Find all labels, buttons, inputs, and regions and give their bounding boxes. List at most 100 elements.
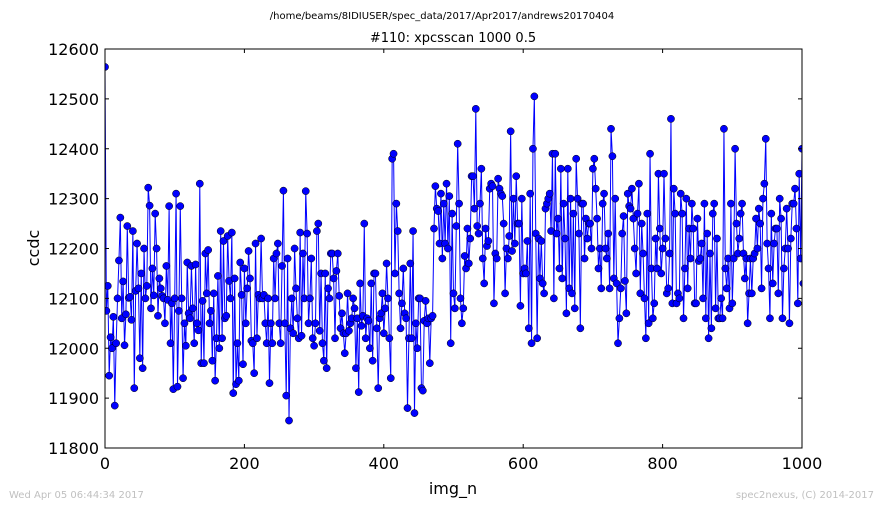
data-point — [550, 294, 558, 303]
data-point — [793, 299, 802, 308]
data-point — [463, 224, 472, 233]
data-point — [498, 192, 507, 200]
data-point — [406, 259, 415, 268]
data-point — [554, 214, 562, 223]
data-point — [494, 174, 502, 183]
y-tick-label: 12200 — [48, 240, 99, 259]
data-point — [253, 334, 261, 343]
data-point — [589, 164, 597, 173]
data-point — [632, 269, 640, 278]
data-point — [612, 279, 621, 288]
data-point — [683, 284, 692, 293]
data-point — [233, 339, 242, 348]
data-point — [703, 229, 712, 238]
data-point — [455, 199, 463, 208]
data-point — [106, 333, 115, 342]
data-point — [384, 294, 392, 303]
data-point — [700, 199, 709, 208]
data-point — [552, 229, 561, 238]
data-point — [219, 237, 228, 245]
data-point — [476, 199, 484, 208]
data-point — [501, 289, 509, 298]
data-point — [743, 319, 752, 328]
data-point — [789, 199, 798, 208]
data-point — [239, 360, 247, 369]
data-point — [409, 227, 417, 235]
data-point — [338, 309, 346, 318]
data-point — [325, 294, 334, 303]
data-point — [782, 204, 791, 213]
data-point — [142, 282, 151, 290]
data-point — [127, 315, 136, 324]
data-point — [267, 319, 275, 328]
data-point — [403, 404, 412, 412]
data-point — [324, 284, 332, 293]
y-tick-label: 11900 — [48, 389, 99, 408]
data-point — [229, 389, 238, 397]
data-point — [506, 127, 515, 136]
data-point — [648, 314, 657, 323]
data-point — [234, 376, 243, 385]
data-point — [600, 189, 608, 198]
data-point — [611, 194, 620, 203]
data-point — [510, 239, 519, 248]
data-point — [621, 277, 629, 285]
data-point — [551, 149, 560, 158]
data-point — [170, 294, 179, 303]
data-point — [795, 169, 802, 178]
data-point — [122, 310, 130, 319]
data-point — [492, 254, 501, 263]
data-point — [799, 279, 802, 287]
data-point — [791, 184, 799, 193]
data-point — [386, 374, 395, 383]
data-point — [278, 262, 286, 270]
data-point — [608, 152, 617, 161]
data-point — [760, 179, 769, 188]
data-point — [314, 219, 323, 228]
data-point — [767, 209, 776, 218]
data-point — [268, 339, 277, 348]
data-point — [282, 391, 291, 400]
data-point — [226, 294, 235, 303]
data-point — [243, 284, 252, 293]
data-point — [145, 201, 154, 210]
data-point — [756, 219, 765, 228]
data-point — [764, 264, 773, 273]
data-point — [458, 319, 466, 328]
data-point — [155, 274, 164, 283]
data-point — [138, 364, 147, 373]
data-point — [524, 324, 533, 333]
data-point — [134, 284, 143, 293]
data-point — [437, 189, 445, 198]
data-point — [444, 244, 452, 253]
data-point — [194, 326, 203, 335]
data-point — [272, 249, 281, 258]
data-point — [190, 339, 199, 348]
data-point — [207, 306, 215, 315]
data-point — [129, 227, 137, 235]
data-point — [587, 244, 596, 253]
data-point — [279, 186, 288, 195]
data-point — [540, 289, 548, 298]
data-point — [515, 219, 523, 228]
data-point — [763, 239, 772, 248]
data-point — [366, 344, 374, 353]
data-point — [186, 314, 194, 323]
data-point — [642, 334, 650, 343]
data-point — [590, 154, 599, 163]
data-point — [393, 227, 402, 235]
y-tick-label: 12300 — [48, 190, 99, 209]
data-point — [396, 324, 405, 333]
data-point — [290, 244, 299, 253]
data-point — [105, 306, 111, 315]
data-point — [505, 232, 514, 240]
data-point — [777, 214, 785, 223]
data-point — [526, 189, 535, 198]
data-point — [707, 324, 716, 333]
data-point — [619, 212, 628, 220]
data-point — [741, 274, 749, 283]
data-point — [374, 384, 383, 392]
data-point — [332, 267, 341, 275]
data-point — [123, 222, 132, 230]
data-point — [439, 199, 448, 208]
